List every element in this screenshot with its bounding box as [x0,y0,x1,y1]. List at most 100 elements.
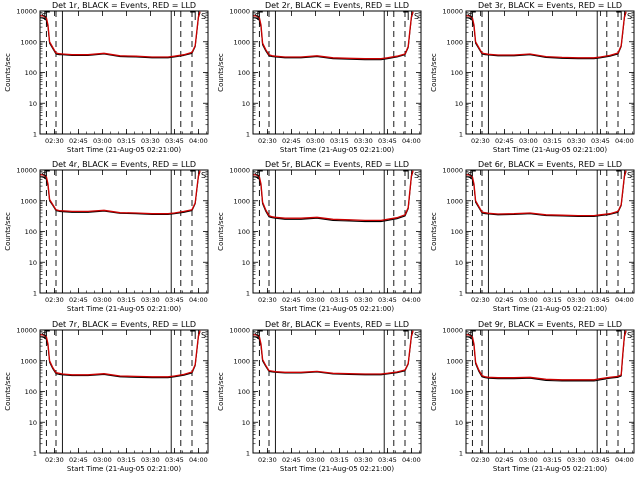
x-tick-label: 03:00 [519,137,538,145]
x-tick-label: 03:30 [141,296,160,304]
y-tick-label: 1000 [233,38,250,46]
x-tick-label: 03:00 [519,456,538,464]
x-tick-label: 04:00 [402,296,421,304]
plot-frame [465,169,635,294]
x-tick-label: 03:00 [306,456,325,464]
x-tick-label: 03:00 [93,296,112,304]
x-tick-label: 03:30 [354,137,373,145]
y-tick-label: 1000 [446,38,463,46]
saa-marker: S [627,171,632,180]
y-tick-label: 10 [29,259,37,267]
y-tick-label: 10000 [16,327,37,335]
x-axis-label: Start Time (21-Aug-05 02:21:00) [493,465,607,473]
y-tick-label: 100 [25,69,37,77]
series-line-events [253,171,414,223]
y-axis-label: Counts/sec [430,372,438,411]
series-line-lld [466,11,627,59]
series-line-lld [253,11,414,60]
panel-title: Det 7r, BLACK = Events, RED = LLD [52,320,196,329]
x-tick-label: 02:30 [258,296,277,304]
bracket-mark [190,11,196,20]
y-tick-label: 100 [451,69,463,77]
bracket-mark [403,330,409,339]
x-tick-label: 03:45 [591,296,610,304]
panel-8: Det 8r, BLACK = Events, RED = LLD Counts/… [217,320,422,473]
x-axis-label: Start Time (21-Aug-05 02:21:00) [67,465,181,473]
y-tick-label: 10000 [442,8,463,16]
saa-marker: S [201,331,206,340]
saa-marker: S [414,171,419,180]
x-tick-label: 02:30 [45,296,64,304]
x-tick-label: 02:45 [495,137,514,145]
series-line-lld [253,330,414,375]
panel-title: Det 2r, BLACK = Events, RED = LLD [265,1,409,10]
saa-marker: S [627,12,632,21]
plot-frame [39,169,209,294]
x-tick-label: 04:00 [615,456,634,464]
panel-9: Det 9r, BLACK = Events, RED = LLD Counts/… [430,320,635,473]
x-tick-label: 03:00 [306,137,325,145]
x-tick-label: 04:00 [402,137,421,145]
plot-frame [465,10,635,135]
x-tick-label: 02:45 [282,456,301,464]
series-line-lld [40,170,201,215]
y-tick-label: 1 [459,290,463,298]
y-axis-label: Counts/sec [217,372,225,411]
x-tick-label: 02:30 [471,296,490,304]
y-tick-label: 10000 [16,8,37,16]
saa-marker: S [201,12,206,21]
x-tick-label: 04:00 [189,456,208,464]
x-tick-label: 03:45 [378,296,397,304]
y-tick-label: 10000 [229,327,250,335]
x-tick-label: 03:45 [591,137,610,145]
saa-marker: S [201,171,206,180]
x-tick-label: 03:30 [567,137,586,145]
panel-title: Det 5r, BLACK = Events, RED = LLD [265,160,409,169]
y-tick-label: 100 [25,228,37,236]
y-tick-label: 100 [25,388,37,396]
y-tick-label: 10 [29,419,37,427]
y-tick-label: 10000 [16,167,37,175]
series-line-lld [40,330,201,378]
panel-title: Det 4r, BLACK = Events, RED = LLD [52,160,196,169]
panel-title: Det 3r, BLACK = Events, RED = LLD [478,1,622,10]
bracket-mark [616,170,622,179]
x-tick-label: 03:45 [378,456,397,464]
y-axis-label: Counts/sec [217,212,225,251]
panel-2: Det 2r, BLACK = Events, RED = LLD Counts/… [217,1,422,154]
x-tick-label: 04:00 [402,456,421,464]
y-tick-label: 1 [459,131,463,139]
x-tick-label: 02:45 [69,296,88,304]
panel-title: Det 8r, BLACK = Events, RED = LLD [265,320,409,329]
y-tick-label: 1 [33,290,37,298]
x-tick-label: 03:45 [165,456,184,464]
saa-marker: S [468,331,473,340]
x-tick-label: 02:30 [45,137,64,145]
series-line-events [466,331,627,382]
saa-marker: S [255,331,260,340]
x-tick-label: 03:00 [93,137,112,145]
y-tick-label: 1 [33,450,37,458]
bracket-mark [616,11,622,20]
x-axis-label: Start Time (21-Aug-05 02:21:00) [67,146,181,154]
plot-frame [252,10,422,135]
x-tick-label: 02:45 [69,137,88,145]
plot-frame [39,329,209,454]
plot-frame [252,329,422,454]
y-tick-label: 10 [455,419,463,427]
bracket-mark [616,330,622,339]
panel-title: Det 1r, BLACK = Events, RED = LLD [52,1,196,10]
panel-3: Det 3r, BLACK = Events, RED = LLD Counts/… [430,1,635,154]
x-tick-label: 03:15 [543,296,562,304]
y-axis-label: Counts/sec [4,212,12,251]
y-tick-label: 10000 [442,167,463,175]
x-tick-label: 02:45 [69,456,88,464]
y-tick-label: 1000 [446,197,463,205]
y-tick-label: 10000 [442,327,463,335]
x-tick-label: 03:15 [330,456,349,464]
x-tick-label: 03:45 [165,137,184,145]
x-axis-label: Start Time (21-Aug-05 02:21:00) [280,305,394,313]
saa-marker: S [468,171,473,180]
x-tick-label: 03:30 [567,456,586,464]
y-tick-label: 10 [455,259,463,267]
